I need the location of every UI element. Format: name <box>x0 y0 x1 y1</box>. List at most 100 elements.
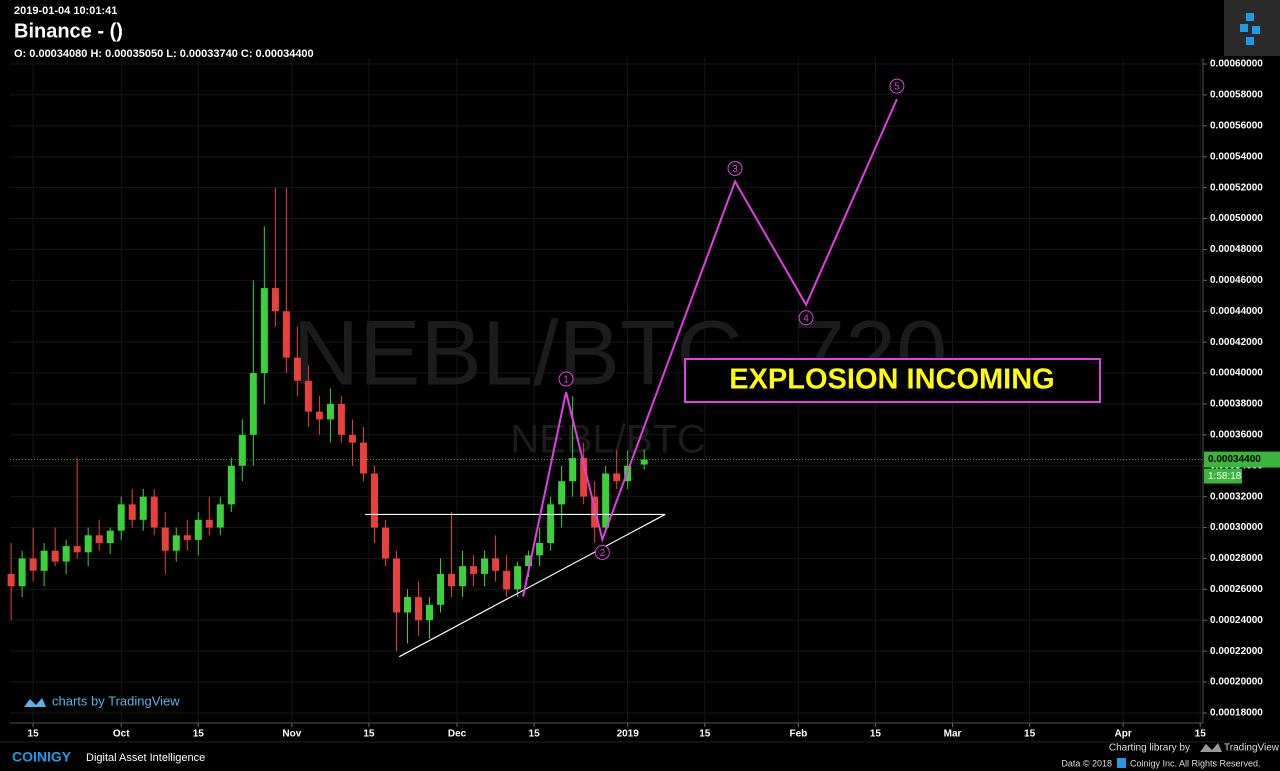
candle-body <box>640 459 648 465</box>
candle-body <box>370 473 378 528</box>
x-tick-label: 15 <box>699 729 711 740</box>
y-tick-label: 0.00052000 <box>1210 182 1263 193</box>
x-tick-label: Nov <box>282 729 301 740</box>
wave-marker <box>798 310 814 326</box>
candle-body <box>304 380 312 412</box>
tv-credit: charts by TradingView <box>24 693 180 708</box>
marks: 1 2 3 4 5 <box>7 78 1203 658</box>
candle-body <box>128 504 136 520</box>
y-tick-label: 0.00024000 <box>1210 615 1263 626</box>
candle-body <box>271 288 279 312</box>
x-tick-label: 15 <box>193 729 205 740</box>
candle-body <box>337 403 345 435</box>
y-tick-label: 0.00058000 <box>1210 90 1263 101</box>
candle-body <box>150 496 158 528</box>
x-tick-label: 2019 <box>617 729 640 740</box>
x-tick-label: Apr <box>1115 729 1132 740</box>
candle-body <box>139 496 147 520</box>
candle-body <box>414 597 422 621</box>
x-tick-label: Oct <box>113 729 130 740</box>
candle-body <box>260 288 268 374</box>
candle-body <box>547 504 555 543</box>
x-tick-label: 15 <box>1195 729 1207 740</box>
trend-line <box>398 513 666 658</box>
candle-body <box>580 458 588 497</box>
logo-square <box>1252 26 1260 34</box>
candle-body <box>315 411 323 420</box>
y-tick-label: 0.00056000 <box>1210 120 1263 131</box>
tv-credit-text: charts by TradingView <box>52 693 180 708</box>
candle-body <box>326 403 334 420</box>
y-tick-label: 0.00030000 <box>1210 522 1263 533</box>
wave-label: 4 <box>803 313 809 324</box>
x-tick-label: 15 <box>1024 729 1036 740</box>
footer-data: Data © 2018 <box>1061 758 1112 768</box>
candle-body <box>437 573 445 605</box>
candle-body <box>293 357 301 381</box>
candle-body <box>514 566 522 590</box>
candle-body <box>426 604 434 621</box>
candle-body <box>492 558 500 571</box>
footer-library: Charting library by <box>1109 743 1190 754</box>
candle-body <box>569 458 577 482</box>
candle-body <box>161 527 169 551</box>
y-tick-label: 0.00060000 <box>1210 59 1263 70</box>
x-tick-label: 15 <box>529 729 541 740</box>
wave-line <box>522 98 898 597</box>
countdown-box <box>1204 468 1242 484</box>
title: Binance - () <box>14 20 123 42</box>
footer-mini-logo <box>1117 758 1126 768</box>
candle-body <box>95 535 103 543</box>
candle-body <box>51 550 59 562</box>
x-tick-label: Dec <box>448 729 467 740</box>
candle-body <box>381 527 389 559</box>
candle-body <box>194 519 202 540</box>
candle-body <box>448 573 456 587</box>
timestamp: 2019-01-04 10:01:41 <box>14 5 117 17</box>
candle-body <box>106 530 114 543</box>
y-tick-label: 0.00040000 <box>1210 368 1263 379</box>
candle-body <box>558 481 566 505</box>
watermark-sub: NEBL/BTC <box>510 418 706 462</box>
candle-body <box>392 558 400 613</box>
y-tick-label: 0.00044000 <box>1210 306 1263 317</box>
y-tick-label: 0.00018000 <box>1210 708 1263 719</box>
candle-body <box>172 535 180 551</box>
footer-tv: TradingView <box>1224 743 1280 754</box>
candle-body <box>18 558 26 587</box>
tv-footer-icon <box>1200 743 1222 752</box>
wave-marker <box>727 160 743 176</box>
x-tick-label: Feb <box>789 729 807 740</box>
y-tick-label: 0.00022000 <box>1210 646 1263 657</box>
candle-body <box>359 442 367 474</box>
y-tick-label: 0.00032000 <box>1210 491 1263 502</box>
candle-body <box>403 597 411 613</box>
last-price-box <box>1204 451 1280 468</box>
last-price-label: 0.00034400 <box>1208 454 1261 465</box>
wave-marker <box>594 544 610 560</box>
y-tick-label: 0.00038000 <box>1210 399 1263 410</box>
candle-body <box>481 558 489 574</box>
wave-marker <box>889 78 905 94</box>
wave-label: 3 <box>732 164 738 175</box>
candle-body <box>470 566 478 574</box>
x-tick-label: 15 <box>28 729 40 740</box>
candle-body <box>216 504 224 528</box>
y-tick-label: 0.00026000 <box>1210 584 1263 595</box>
candle-body <box>62 546 70 562</box>
annotation-text: EXPLOSION INCOMING <box>729 364 1054 396</box>
wave-label: 5 <box>894 82 900 93</box>
countdown-label: 1:58:18 <box>1208 471 1242 482</box>
candle-body <box>613 473 621 482</box>
y-tick-label: 0.00042000 <box>1210 337 1263 348</box>
footer-tagline: Digital Asset Intelligence <box>86 752 205 764</box>
logo-square <box>1246 37 1254 45</box>
y-tick-label: 0.00050000 <box>1210 213 1263 224</box>
logo-square <box>1246 13 1254 21</box>
candle-body <box>29 558 37 571</box>
candle-body <box>536 542 544 556</box>
candle-body <box>525 555 533 567</box>
x-tick-label: 15 <box>363 729 375 740</box>
candle-body <box>602 473 610 528</box>
